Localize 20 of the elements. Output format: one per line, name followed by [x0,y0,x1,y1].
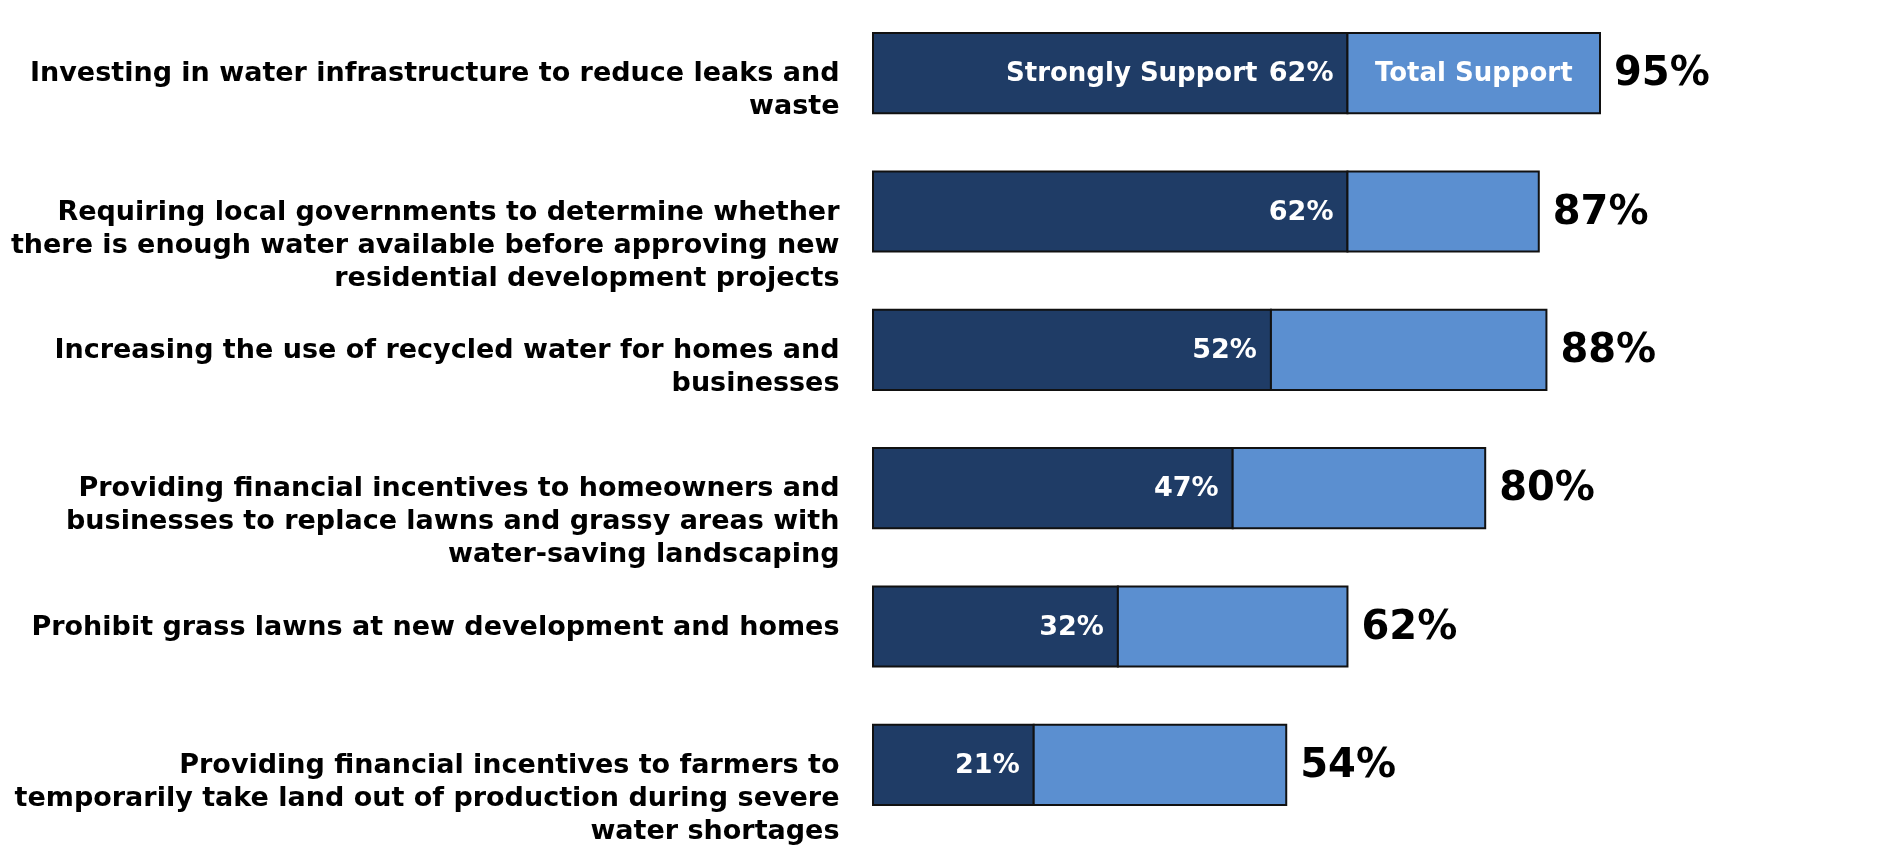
y-tick-label: Requiring local governments to determine whether there is enough water available before approving new residential development projects [10,194,841,292]
data-label: 47% [1154,471,1219,503]
total-label: 80% [1499,463,1595,510]
total-label: 62% [1361,601,1458,648]
total-label: 95% [1614,48,1710,95]
y-tick-label: Providing financial incentives to farmers to temporarily take land out of production during severe water shortages [14,747,840,845]
total-label: 54% [1300,739,1396,786]
data-label: 62% [1268,194,1334,226]
total-label: 88% [1560,324,1657,371]
data-label: 52% [1192,332,1257,364]
y-tick-label: Investing in water infrastructure to reduce leaks and waste [30,56,840,121]
y-tick-label: Providing financial incentives to homeowners and businesses to replace lawns and grassy areas with water-saving landscaping [66,471,840,569]
data-label: 21% [955,747,1020,779]
y-tick-label: Prohibit grass lawns at new development and homes [31,609,840,641]
total-label: 87% [1552,186,1649,233]
series-label: Total Support [1374,57,1573,88]
y-tick-label: Increasing the use of recycled water for homes and businesses [54,332,840,397]
series-label: Strongly Support [1006,57,1258,88]
data-label: 32% [1039,609,1104,641]
data-label: 62% [1268,56,1334,88]
